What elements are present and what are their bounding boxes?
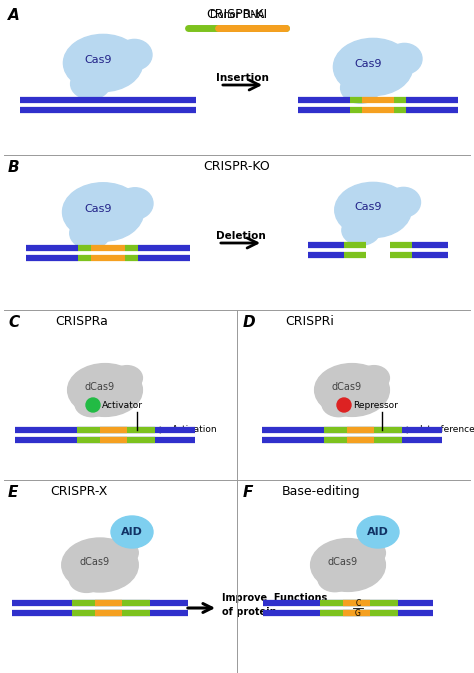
Ellipse shape	[111, 516, 153, 548]
Text: CRISPR-X: CRISPR-X	[50, 485, 108, 498]
Text: CRISPR-KO: CRISPR-KO	[204, 160, 270, 173]
Text: Activation: Activation	[172, 425, 218, 433]
Ellipse shape	[333, 38, 412, 96]
Circle shape	[337, 398, 351, 412]
Ellipse shape	[355, 540, 385, 565]
Ellipse shape	[111, 365, 142, 390]
Ellipse shape	[68, 363, 142, 417]
Text: Interference: Interference	[419, 425, 474, 433]
Text: CRISPRi: CRISPRi	[285, 315, 334, 328]
Text: AID: AID	[121, 527, 143, 537]
Ellipse shape	[357, 516, 399, 548]
Ellipse shape	[63, 183, 144, 241]
Text: C: C	[8, 315, 19, 330]
Ellipse shape	[322, 392, 356, 417]
Text: dCas9: dCas9	[85, 382, 115, 392]
Text: Activator: Activator	[102, 400, 143, 409]
Ellipse shape	[386, 187, 420, 217]
Text: E: E	[8, 485, 18, 500]
Text: A: A	[8, 8, 20, 23]
Text: dCas9: dCas9	[80, 557, 110, 567]
Ellipse shape	[75, 392, 109, 417]
Ellipse shape	[359, 365, 390, 390]
Ellipse shape	[64, 34, 143, 92]
Ellipse shape	[310, 538, 385, 592]
Ellipse shape	[107, 540, 138, 565]
Text: Deletion: Deletion	[216, 231, 265, 241]
Circle shape	[86, 398, 100, 412]
Text: dCas9: dCas9	[328, 557, 358, 567]
Ellipse shape	[387, 43, 422, 74]
Text: G: G	[355, 608, 361, 618]
Text: CRISPR-KI: CRISPR-KI	[207, 8, 267, 21]
Text: Cas9: Cas9	[84, 55, 112, 65]
Text: CRISPRa: CRISPRa	[55, 315, 108, 328]
Ellipse shape	[70, 217, 110, 249]
Text: Donor DNA: Donor DNA	[210, 10, 264, 20]
Ellipse shape	[335, 182, 411, 238]
Text: B: B	[8, 160, 19, 175]
Ellipse shape	[342, 215, 380, 245]
Text: AID: AID	[367, 527, 389, 537]
Ellipse shape	[62, 538, 138, 592]
Text: D: D	[243, 315, 255, 330]
Text: of protein: of protein	[222, 607, 277, 617]
Ellipse shape	[117, 188, 153, 219]
Text: Base-editing: Base-editing	[282, 485, 361, 498]
Text: F: F	[243, 485, 254, 500]
Text: Improve  Functions: Improve Functions	[222, 593, 327, 603]
Text: Cas9: Cas9	[354, 59, 382, 69]
Ellipse shape	[315, 363, 390, 417]
Ellipse shape	[341, 73, 380, 103]
Text: Repressor: Repressor	[353, 400, 398, 409]
Ellipse shape	[69, 567, 104, 592]
Ellipse shape	[117, 40, 152, 70]
Text: Insertion: Insertion	[216, 73, 269, 83]
Ellipse shape	[318, 567, 352, 592]
Text: Cas9: Cas9	[354, 202, 382, 212]
Text: dCas9: dCas9	[332, 382, 362, 392]
Text: C: C	[356, 598, 361, 608]
Text: Cas9: Cas9	[84, 204, 112, 214]
Ellipse shape	[71, 69, 110, 99]
